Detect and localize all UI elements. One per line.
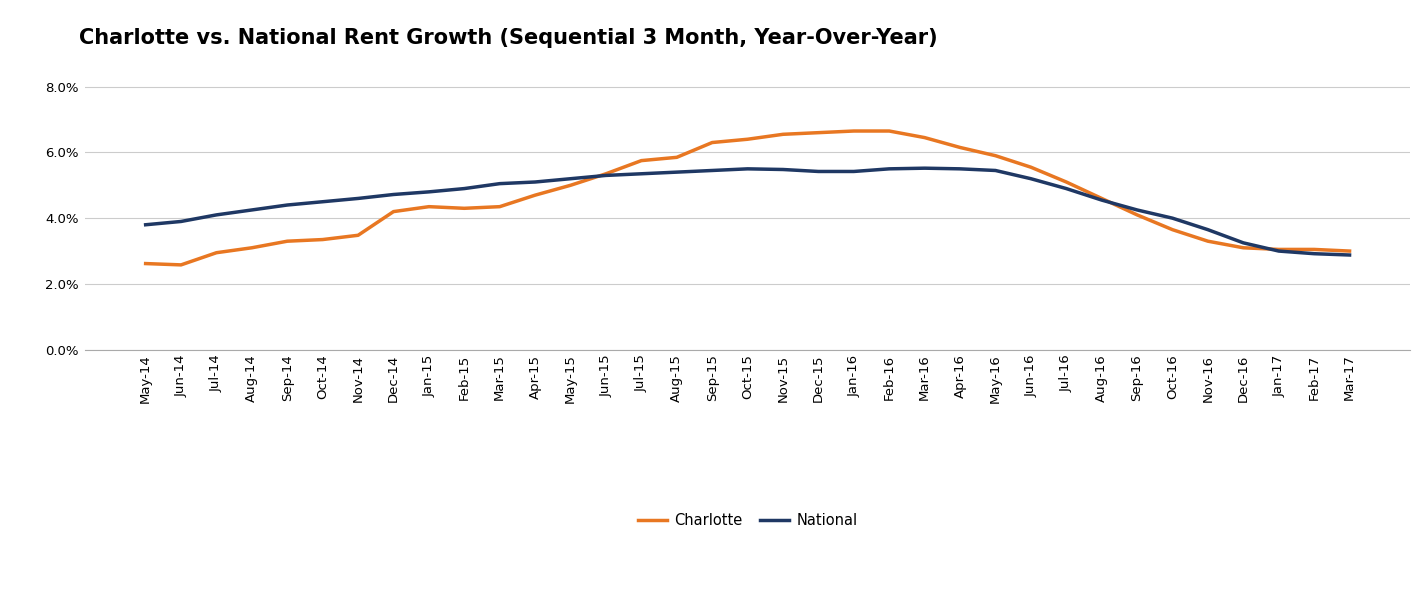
National (775, 166, 792, 173)
Charlotte (384, 208, 402, 215)
National (420, 188, 437, 195)
Charlotte (1163, 226, 1180, 233)
Charlotte (315, 236, 332, 243)
National (632, 170, 649, 177)
Charlotte (244, 244, 261, 251)
National (951, 165, 968, 172)
National (279, 201, 296, 209)
Charlotte (916, 134, 933, 141)
Charlotte (172, 261, 189, 268)
Charlotte (1306, 246, 1323, 253)
National (1235, 239, 1252, 247)
National (739, 165, 756, 172)
Charlotte (1270, 246, 1287, 253)
National (846, 168, 863, 175)
National (1163, 215, 1180, 222)
National (562, 175, 580, 182)
National (1129, 206, 1146, 213)
National (315, 198, 332, 206)
Charlotte (775, 131, 792, 138)
Charlotte (668, 154, 685, 161)
Charlotte (208, 249, 225, 256)
National (1094, 197, 1111, 204)
National (598, 172, 615, 179)
National (668, 168, 685, 175)
Charlotte (810, 129, 827, 136)
Charlotte (987, 152, 1004, 159)
National (1306, 250, 1323, 257)
Charlotte (527, 192, 544, 199)
National (1022, 175, 1040, 182)
Charlotte (1341, 247, 1358, 254)
Charlotte (880, 127, 897, 134)
National (137, 221, 154, 229)
National (456, 185, 473, 192)
National (916, 165, 933, 172)
Charlotte (1199, 238, 1216, 245)
National (1270, 247, 1287, 254)
National (703, 167, 721, 174)
Charlotte (279, 238, 296, 245)
Charlotte (562, 182, 580, 189)
Charlotte (598, 170, 615, 177)
Line: National: National (145, 168, 1350, 255)
Charlotte (703, 139, 721, 146)
National (1058, 185, 1075, 192)
National (880, 165, 897, 172)
Legend: Charlotte, National: Charlotte, National (632, 508, 863, 534)
National (810, 168, 827, 175)
Charlotte (349, 232, 366, 239)
Charlotte (739, 136, 756, 143)
Charlotte (137, 260, 154, 267)
Charlotte (951, 144, 968, 151)
Charlotte (1235, 244, 1252, 251)
National (244, 206, 261, 213)
Text: Charlotte vs. National Rent Growth (Sequential 3 Month, Year-Over-Year): Charlotte vs. National Rent Growth (Sequ… (78, 28, 937, 48)
National (1199, 226, 1216, 233)
Charlotte (632, 157, 649, 164)
Charlotte (1022, 163, 1040, 171)
Charlotte (420, 203, 437, 210)
National (527, 178, 544, 186)
National (172, 218, 189, 225)
National (349, 195, 366, 202)
National (208, 211, 225, 218)
National (987, 167, 1004, 174)
National (384, 191, 402, 198)
Charlotte (456, 204, 473, 212)
National (491, 180, 508, 188)
National (1341, 251, 1358, 259)
Line: Charlotte: Charlotte (145, 131, 1350, 265)
Charlotte (1094, 195, 1111, 202)
Charlotte (1058, 178, 1075, 186)
Charlotte (846, 127, 863, 134)
Charlotte (1129, 211, 1146, 218)
Charlotte (491, 203, 508, 210)
